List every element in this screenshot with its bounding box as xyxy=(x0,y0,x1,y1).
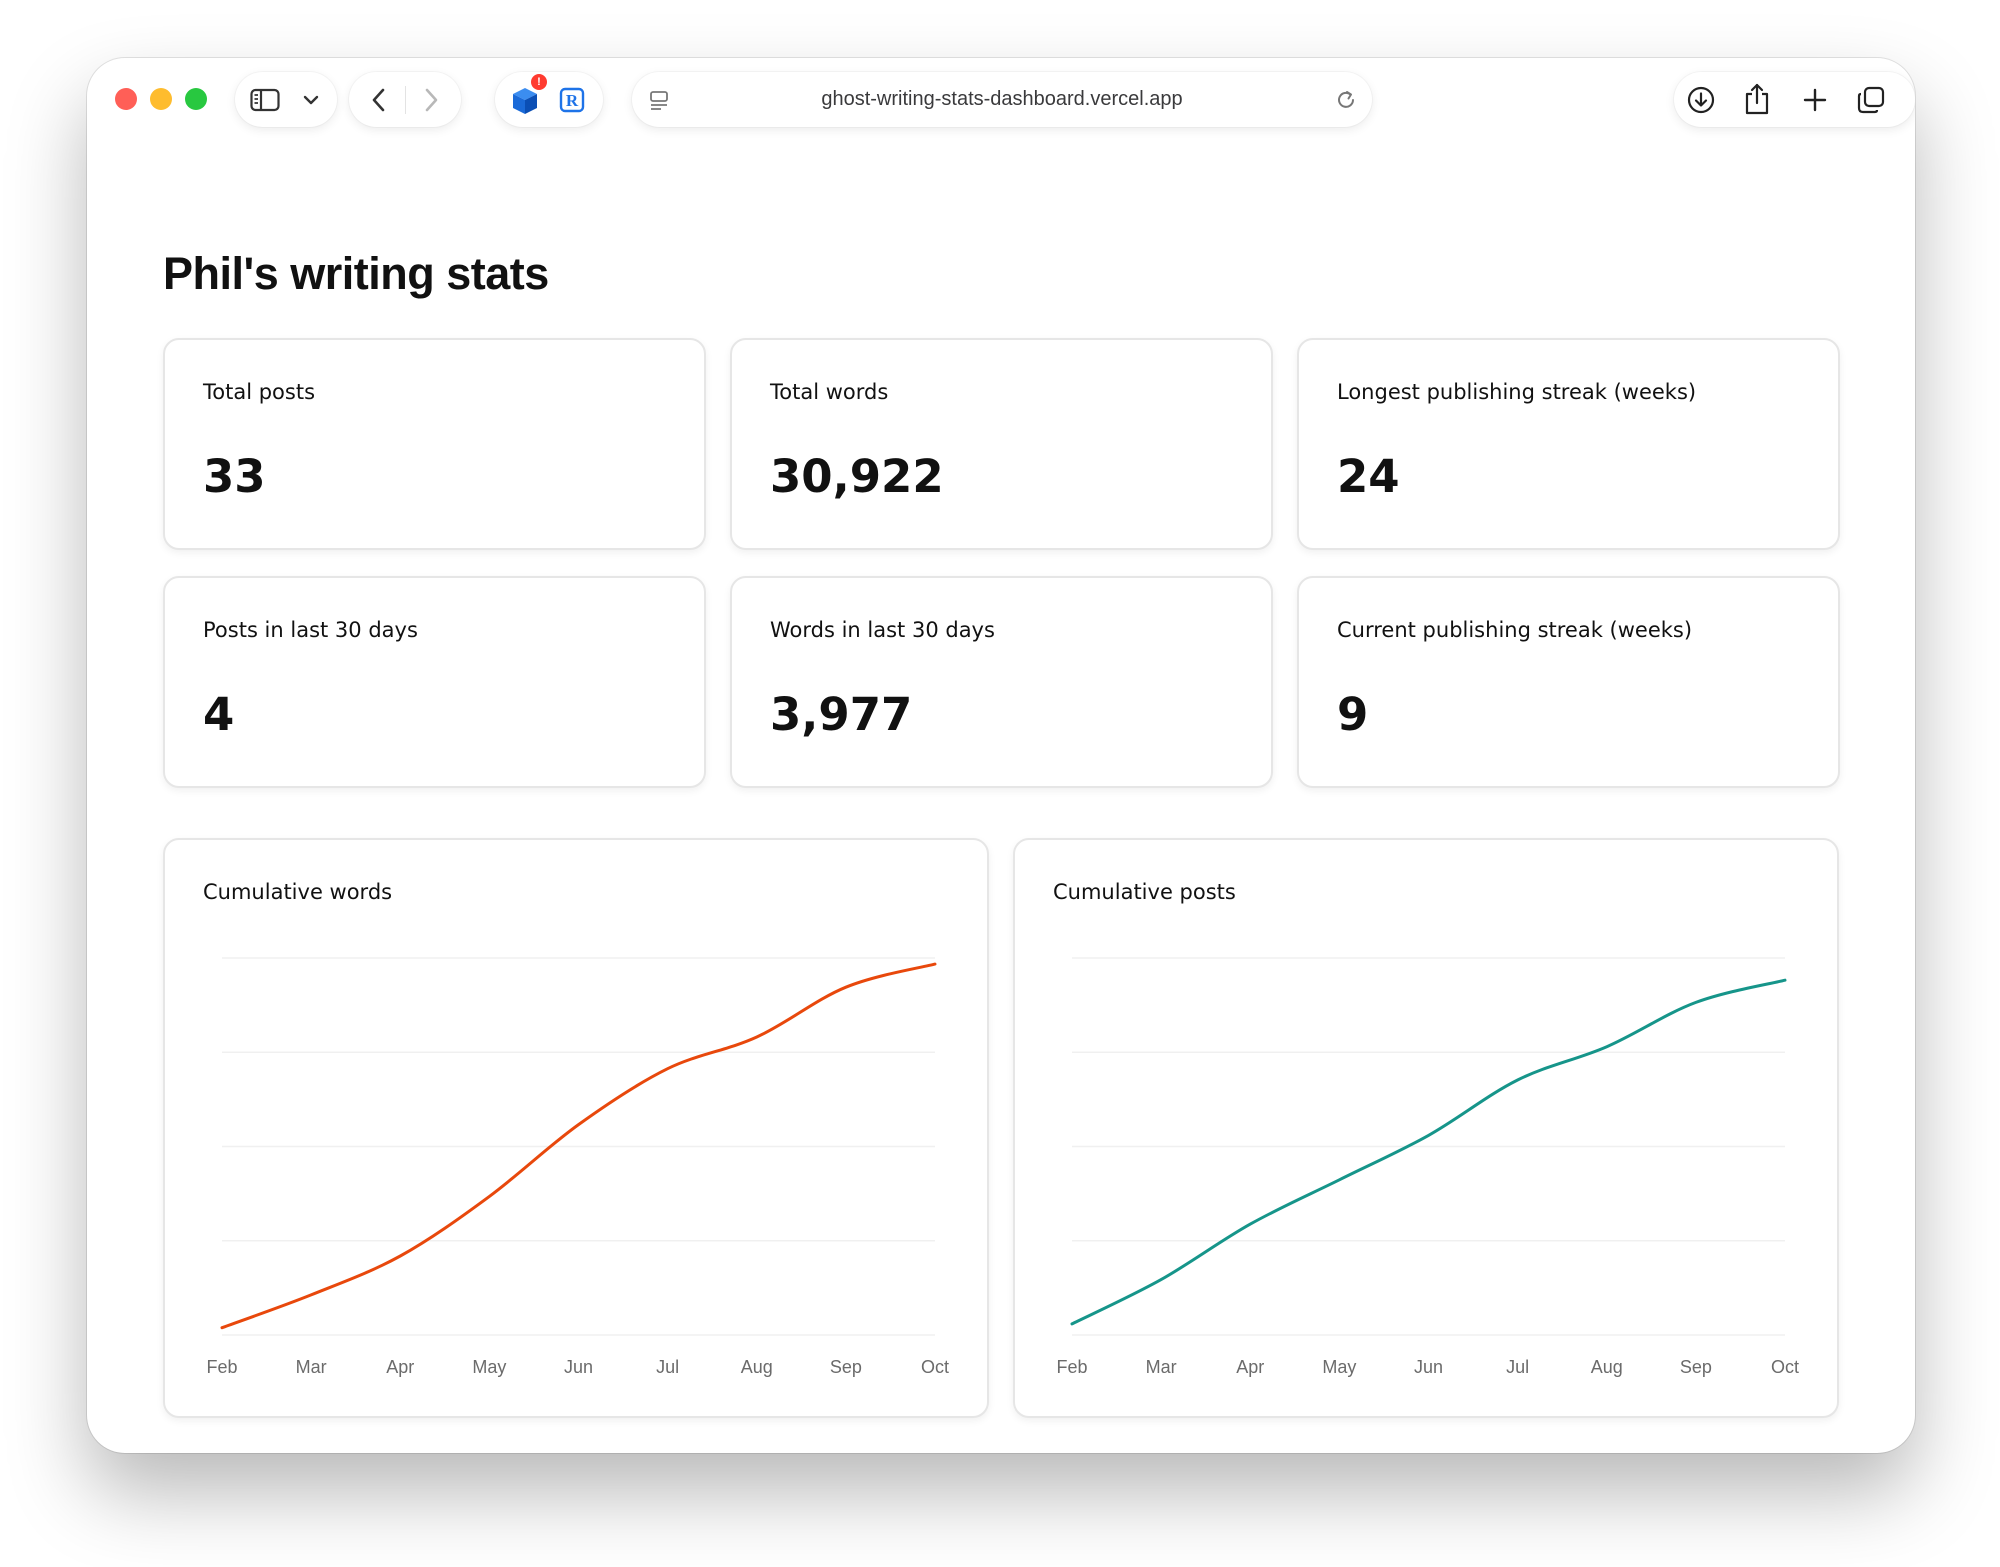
stat-card-posts-30-days: Posts in last 30 days 4 xyxy=(163,576,706,788)
data-point xyxy=(1783,978,1787,982)
series-line xyxy=(1070,978,1787,1326)
reload-icon[interactable] xyxy=(1332,86,1360,114)
stat-label: Words in last 30 days xyxy=(770,618,995,642)
data-point xyxy=(487,1194,491,1198)
close-window-button[interactable] xyxy=(115,88,137,110)
data-point xyxy=(1248,1222,1252,1226)
page-menu-icon[interactable] xyxy=(644,85,674,115)
data-point xyxy=(1427,1133,1431,1137)
data-point xyxy=(577,1123,581,1127)
download-icon[interactable] xyxy=(1684,83,1718,117)
stat-value: 9 xyxy=(1337,688,1369,741)
chart-card-cumulative-words: Cumulative words Feb Mar Apr May Jun Jul Aug Se… xyxy=(163,838,989,1418)
stat-card-words-30-days: Words in last 30 days 3,977 xyxy=(730,576,1273,788)
share-icon[interactable] xyxy=(1740,81,1774,117)
browser-window: ! R ghost-writing-stats-dashboard.vercel… xyxy=(87,58,1915,1453)
x-tick-label: Jun xyxy=(564,1357,593,1377)
chart-card-cumulative-posts: Cumulative posts Feb Mar Apr May Jun Jul Aug Se… xyxy=(1013,838,1839,1418)
x-tick-label: Apr xyxy=(1236,1357,1264,1377)
tab-overview-icon[interactable] xyxy=(1854,83,1888,117)
stat-card-longest-streak: Longest publishing streak (weeks) 24 xyxy=(1297,338,1840,550)
x-tick-label: Sep xyxy=(1680,1357,1712,1377)
x-tick-label: Oct xyxy=(921,1357,949,1377)
data-point xyxy=(309,1293,313,1297)
stat-label: Total posts xyxy=(203,380,316,404)
data-point xyxy=(755,1035,759,1039)
address-bar[interactable]: ghost-writing-stats-dashboard.vercel.app xyxy=(632,72,1372,127)
browser-toolbar: ! R ghost-writing-stats-dashboard.vercel… xyxy=(87,58,1915,178)
stat-label: Current publishing streak (weeks) xyxy=(1337,618,1693,642)
x-tick-label: May xyxy=(472,1357,506,1377)
x-tick-label: Mar xyxy=(296,1357,327,1377)
page-title: Phil's writing stats xyxy=(163,248,549,299)
chart-title: Cumulative posts xyxy=(1053,880,1236,904)
sidebar-controls xyxy=(235,72,337,127)
x-tick-label: May xyxy=(1322,1357,1356,1377)
x-tick-label: Aug xyxy=(1591,1357,1623,1377)
stat-value: 3,977 xyxy=(770,688,913,741)
stat-value: 30,922 xyxy=(770,450,944,503)
stat-value: 24 xyxy=(1337,450,1400,503)
cumulative-posts-chart: Feb Mar Apr May Jun Jul Aug Sep Oct xyxy=(1056,957,1799,1377)
minimize-window-button[interactable] xyxy=(150,88,172,110)
stat-card-total-posts: Total posts 33 xyxy=(163,338,706,550)
chart-title: Cumulative words xyxy=(203,880,393,904)
toolbar-actions xyxy=(1674,72,1915,127)
reader-extension-icon[interactable]: R xyxy=(557,85,587,115)
stat-value: 4 xyxy=(203,688,235,741)
x-tick-label: Mar xyxy=(1146,1357,1177,1377)
sidebar-toggle-icon[interactable] xyxy=(249,84,281,116)
data-point xyxy=(1605,1045,1609,1049)
x-tick-label: Feb xyxy=(206,1357,237,1377)
stat-value: 33 xyxy=(203,450,266,503)
x-tick-label: Jun xyxy=(1414,1357,1443,1377)
stat-card-current-streak: Current publishing streak (weeks) 9 xyxy=(1297,576,1840,788)
new-tab-icon[interactable] xyxy=(1798,83,1832,117)
nav-divider xyxy=(405,86,406,114)
stat-label: Longest publishing streak (weeks) xyxy=(1337,380,1697,404)
forward-icon[interactable] xyxy=(415,84,447,116)
data-point xyxy=(933,962,937,966)
svg-text:R: R xyxy=(566,91,579,110)
data-point xyxy=(1070,1322,1074,1326)
data-point xyxy=(1337,1178,1341,1182)
chevron-down-icon[interactable] xyxy=(297,86,325,114)
data-point xyxy=(844,985,848,989)
extensions-area: ! R xyxy=(495,72,603,127)
x-tick-label: Jul xyxy=(1506,1357,1529,1377)
stat-label: Posts in last 30 days xyxy=(203,618,418,642)
url-text[interactable]: ghost-writing-stats-dashboard.vercel.app xyxy=(821,88,1183,110)
x-tick-label: Apr xyxy=(386,1357,414,1377)
data-point xyxy=(1516,1078,1520,1082)
series-line xyxy=(220,962,937,1330)
x-tick-label: Oct xyxy=(1771,1357,1799,1377)
x-tick-label: Sep xyxy=(830,1357,862,1377)
back-icon[interactable] xyxy=(363,84,395,116)
x-tick-label: Aug xyxy=(741,1357,773,1377)
navigation-controls xyxy=(349,72,461,127)
x-tick-label: Jul xyxy=(656,1357,679,1377)
stat-label: Total words xyxy=(770,380,889,404)
data-point xyxy=(398,1254,402,1258)
cube-extension-icon[interactable] xyxy=(507,83,543,119)
data-point xyxy=(1159,1278,1163,1282)
cumulative-words-chart: Feb Mar Apr May Jun Jul Aug Sep Oct xyxy=(206,957,949,1377)
data-point xyxy=(1694,1000,1698,1004)
zoom-window-button[interactable] xyxy=(185,88,207,110)
stat-card-total-words: Total words 30,922 xyxy=(730,338,1273,550)
extension-badge: ! xyxy=(531,74,547,90)
data-point xyxy=(666,1067,670,1071)
x-tick-label: Feb xyxy=(1056,1357,1087,1377)
data-point xyxy=(220,1326,224,1330)
